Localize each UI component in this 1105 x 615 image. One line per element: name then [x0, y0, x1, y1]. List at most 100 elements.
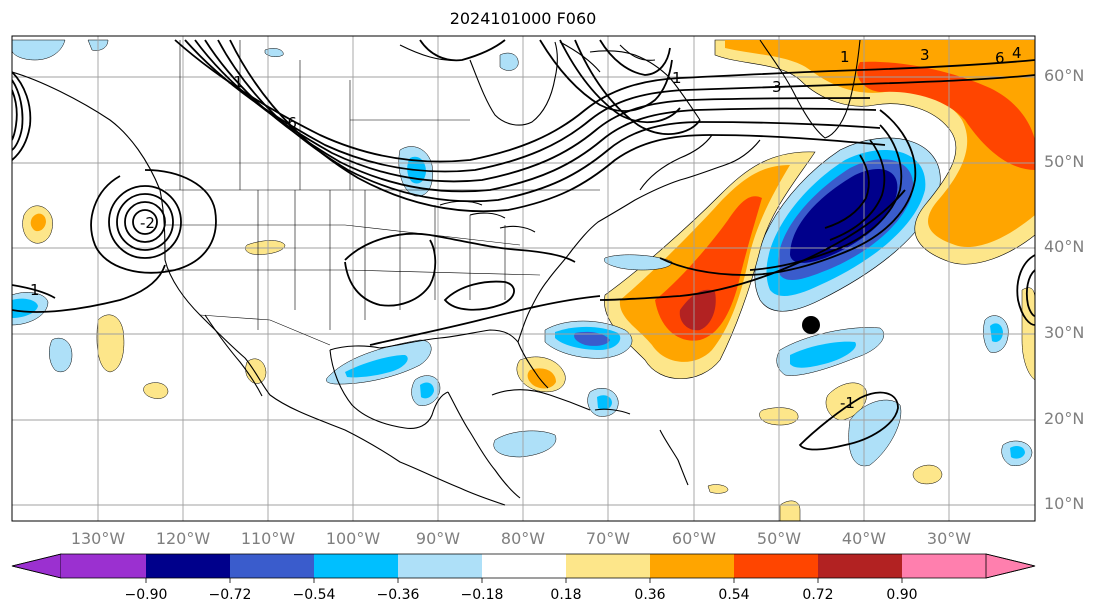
contour-label: -2 [140, 214, 155, 232]
lat-label-60n: 60°N [1044, 66, 1085, 85]
canada-maritime [639, 134, 713, 191]
colorbar-segment [566, 554, 650, 578]
negative-patch-arctic [12, 39, 66, 61]
colorbar-extend-high [985, 553, 1036, 579]
positive-patch-east [912, 464, 943, 485]
colorbar-tick-label: −0.36 [376, 587, 420, 603]
lat-label-40n: 40°N [1044, 237, 1085, 256]
positive-anomaly-strong [655, 196, 762, 341]
negative-patch-arctic-3 [264, 48, 284, 57]
negative-patch-hudson [499, 52, 519, 71]
colorbar-tick-label: −0.18 [460, 587, 504, 603]
colorbar-tick-label: 0.72 [802, 587, 834, 603]
negative-patch-pacific-s [49, 337, 73, 373]
positive-patch-pacific-3 [143, 382, 169, 399]
contour-lines [12, 39, 1035, 451]
colorbar [11, 553, 1036, 583]
colorbar-tick-label: 0.90 [886, 587, 918, 603]
contour-label: -6 [282, 114, 297, 132]
negative-patch-se-edge-core [1010, 445, 1025, 459]
florida [517, 279, 549, 343]
east-coast [547, 139, 761, 281]
negative-patch-caribbean-2 [493, 430, 557, 458]
contour-label: 3 [920, 46, 930, 64]
lon-label-40w: 40°W [841, 529, 887, 548]
central-america [447, 391, 521, 499]
colorbar-segment [398, 554, 482, 578]
colorbar-segment [734, 554, 818, 578]
lon-label-80w: 80°W [500, 529, 546, 548]
contour-label: 1 [840, 48, 850, 66]
colorbar-segment [61, 554, 146, 578]
negative-patch-northeast [604, 254, 673, 271]
negative-anomaly-core [790, 168, 898, 263]
negative-patch-subtropic-e [848, 399, 902, 467]
positive-patch-pacific-1 [96, 314, 125, 373]
lon-label-50w: 50°W [756, 529, 802, 548]
positive-patch-pacific-2-core [30, 213, 46, 232]
colorbar-tick-label: 0.18 [550, 587, 582, 603]
negative-patch-atlantic-w-core [574, 331, 610, 346]
positive-patch-atlantic-small [707, 484, 729, 494]
colorbar-segment [230, 554, 314, 578]
lat-label-50n: 50°N [1044, 152, 1085, 171]
colorbar-segment [650, 554, 734, 578]
lon-label-70w: 70°W [585, 529, 631, 548]
storm-marker [802, 316, 820, 334]
map-frame [11, 35, 1036, 522]
colorbar-outline [11, 553, 1036, 579]
colorbar-segment [818, 554, 902, 578]
contour-label: 1 [30, 281, 40, 299]
map-title: 2024101000 F060 [449, 9, 597, 28]
labrador [589, 50, 701, 121]
positive-patch-us [245, 240, 286, 255]
positive-patch-bottom [779, 500, 801, 521]
lat-label-20n: 20°N [1044, 409, 1085, 428]
colorbar-tick-label: −0.90 [124, 587, 168, 603]
negative-patch-pacific-w-core [12, 298, 38, 318]
lon-label-130w: 130°W [70, 529, 126, 548]
lon-label-30w: 30°W [926, 529, 972, 548]
lon-label-90w: 90°W [415, 529, 461, 548]
positive-anomaly-north-strong [857, 61, 1035, 170]
contour-label: 1 [672, 69, 682, 87]
colorbar-segment [902, 554, 986, 578]
colorbar-tick-label: −0.54 [292, 587, 336, 603]
contour-label-group: 1 3 -6 -1 1 3 6 4 -2 1 -1 [30, 44, 1022, 412]
colorbar-tick-label: 0.54 [718, 587, 750, 603]
lon-label-120w: 120°W [155, 529, 211, 548]
colorbar-extend-low [11, 553, 62, 579]
colorbar-segment [314, 554, 398, 578]
lon-label-60w: 60°W [671, 529, 717, 548]
contour-label: 4 [1012, 44, 1022, 62]
cuba [491, 389, 591, 411]
hudson-bay [469, 41, 558, 126]
contour-label: 3 [772, 78, 782, 96]
lon-label-100w: 100°W [325, 529, 381, 548]
colorbar-segment [146, 554, 230, 578]
mexico-gulf [329, 349, 449, 429]
gulf-coast [329, 329, 549, 389]
contour-label: -1 [840, 394, 855, 412]
great-lakes [439, 200, 536, 233]
coastlines [12, 39, 861, 506]
hispaniola [594, 408, 631, 415]
negative-patch-gulf-core [345, 355, 408, 378]
pacific-coast [12, 71, 506, 506]
negative-patch-east-edge-core [990, 323, 1003, 342]
positive-patch-florida-core [527, 368, 556, 389]
colorbar-tick-label: 0.36 [634, 587, 666, 603]
contour-label: -1 [228, 73, 243, 91]
positive-anomaly-core [679, 289, 716, 331]
negative-patch-gulf-s-core [420, 382, 434, 399]
colorbar-segment [482, 554, 566, 578]
colorbar-tick-label: −0.72 [208, 587, 252, 603]
caribbean-islands [659, 429, 689, 486]
lat-label-30n: 30°N [1044, 323, 1085, 342]
contour-label: 6 [995, 49, 1005, 67]
negative-patch-atlantic-c-core [790, 341, 856, 368]
baja [204, 314, 263, 397]
lat-label-10n: 10°N [1044, 494, 1085, 513]
lon-label-110w: 110°W [240, 529, 296, 548]
